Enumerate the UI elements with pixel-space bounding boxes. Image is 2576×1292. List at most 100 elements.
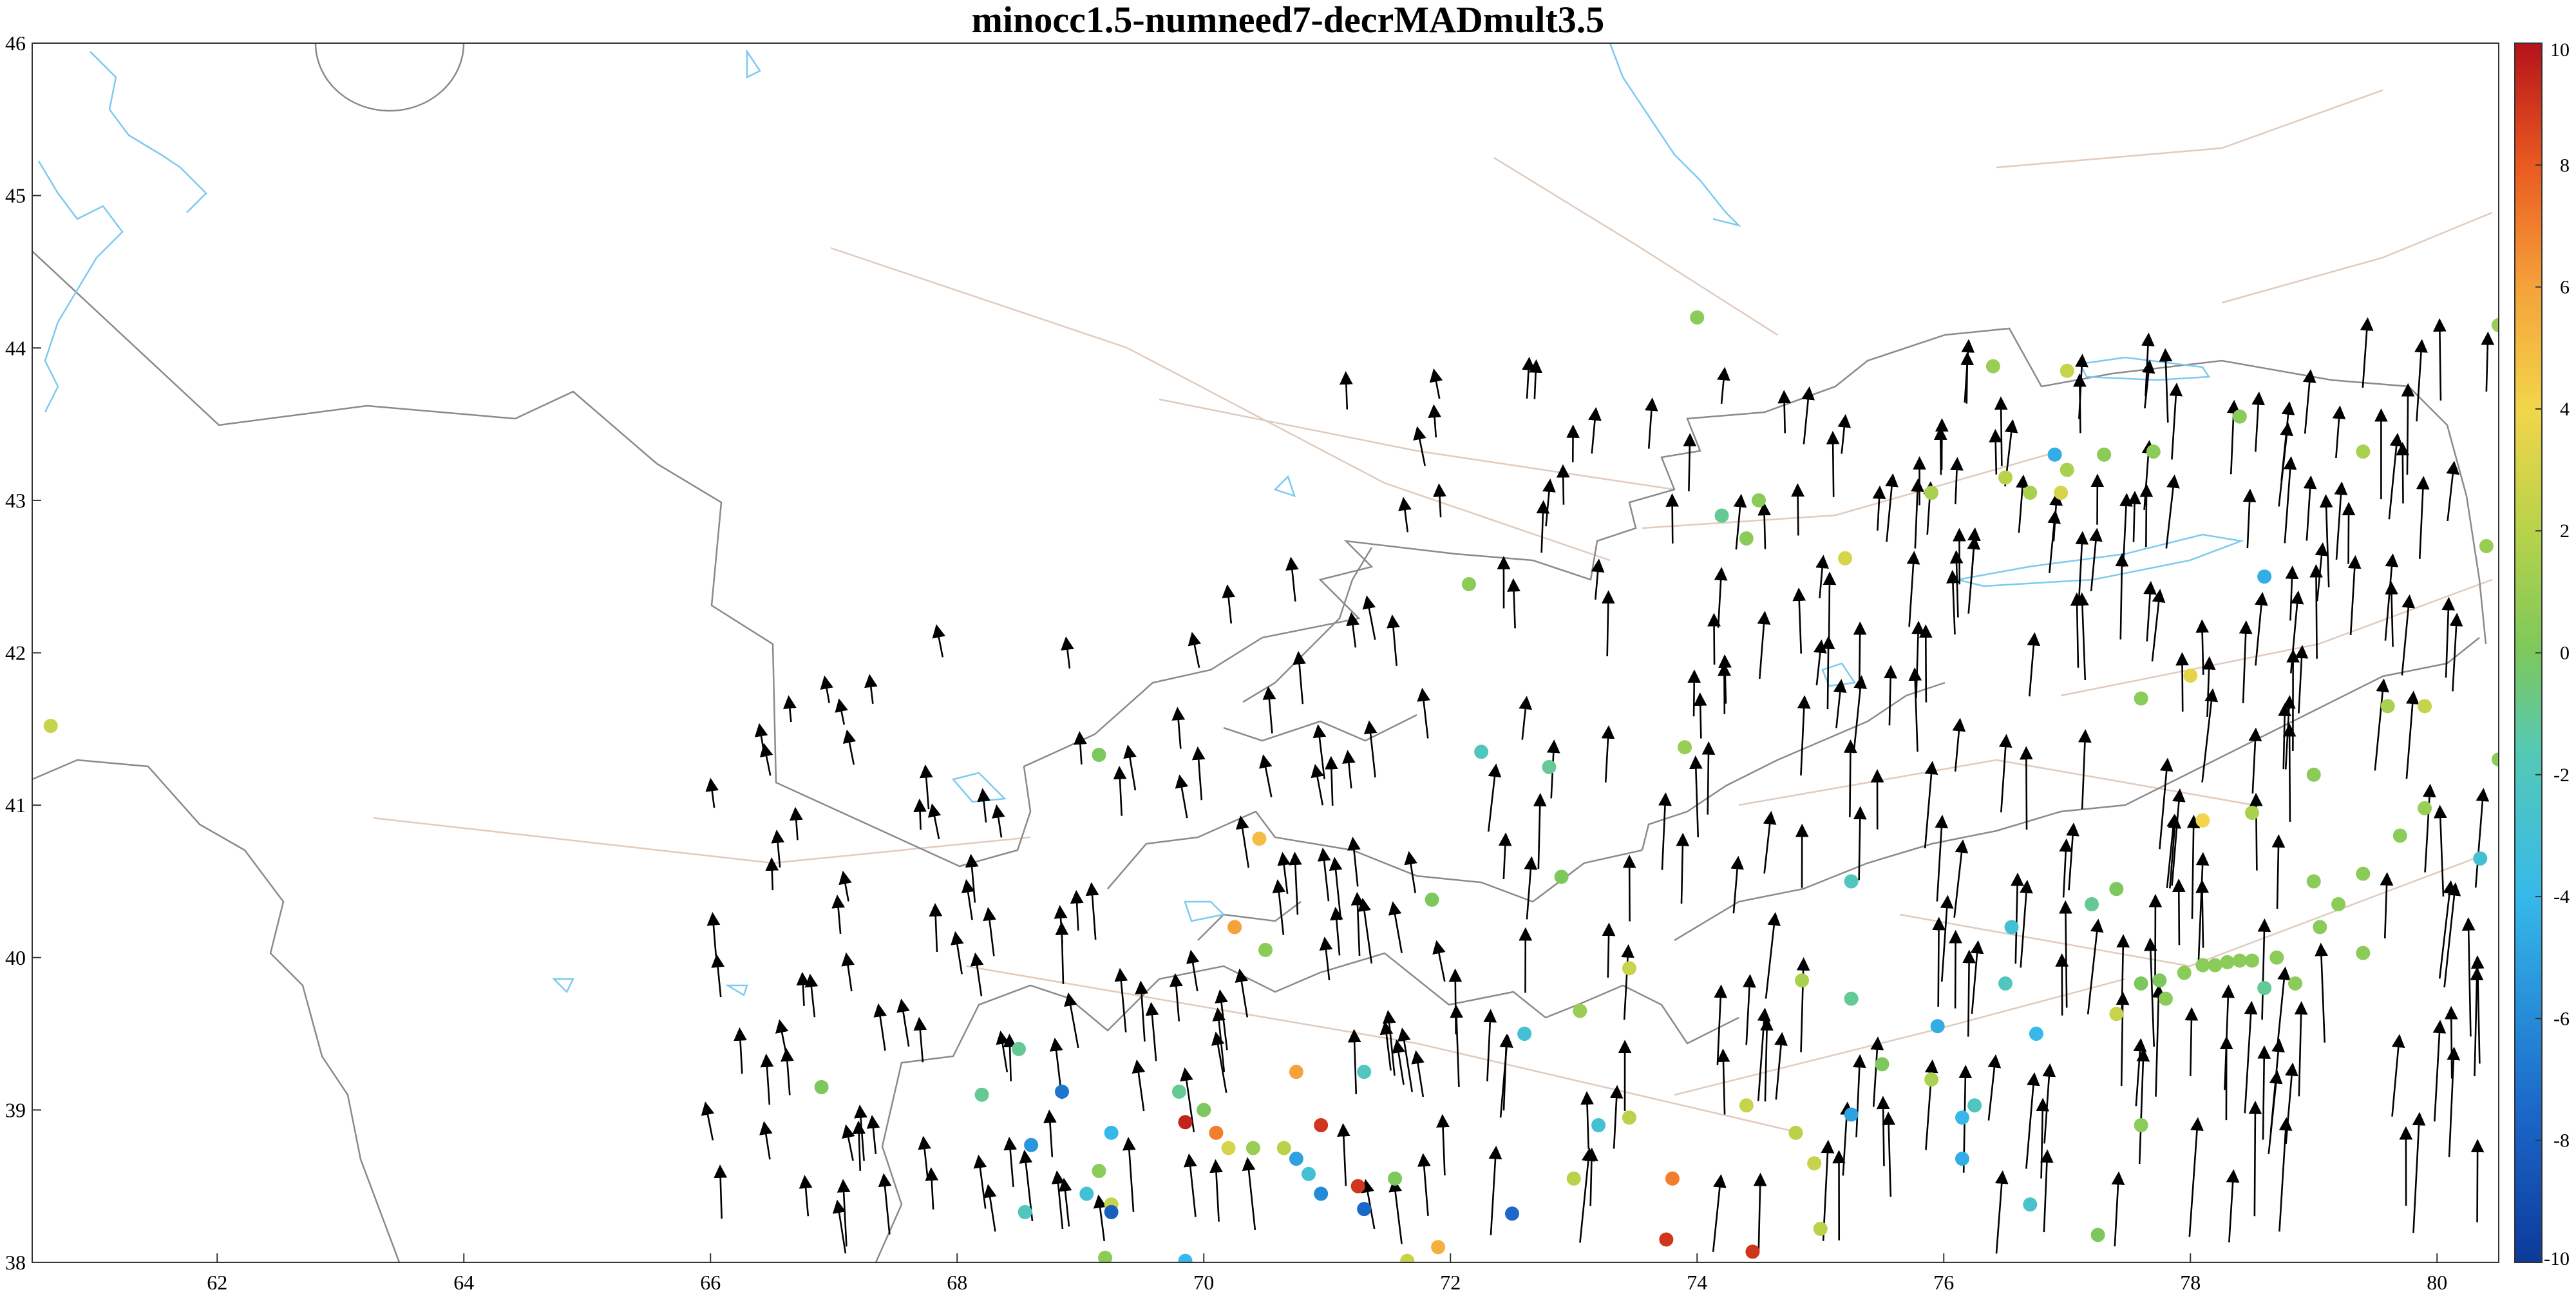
velocity-arrow <box>2025 1072 2040 1169</box>
velocity-arrow <box>2059 838 2073 898</box>
velocity-arrow <box>820 675 833 703</box>
velocity-arrow <box>2143 581 2157 641</box>
velocity-arrow <box>1763 811 1777 874</box>
velocity-arrow <box>2040 1149 2054 1233</box>
velocity-arrow <box>1379 1021 1394 1071</box>
station-marker <box>1357 1202 1372 1217</box>
station-marker <box>1517 1027 1532 1041</box>
velocity-arrow <box>2391 1034 2405 1117</box>
station-marker <box>2245 805 2259 820</box>
station-marker <box>2109 1007 2124 1021</box>
velocity-arrow <box>2171 788 2186 886</box>
x-tick-label: 68 <box>947 1271 967 1292</box>
velocity-arrow <box>854 1104 867 1161</box>
velocity-arrow <box>2332 405 2346 459</box>
station-marker <box>1350 1179 1365 1193</box>
station-marker <box>1924 1072 1939 1087</box>
station-marker <box>2195 813 2210 828</box>
velocity-arrow <box>927 803 942 840</box>
velocity-arrow <box>992 804 1005 838</box>
station-marker <box>2245 953 2259 968</box>
velocity-arrow <box>2414 339 2428 422</box>
velocity-arrow <box>1404 851 1417 893</box>
velocity-arrow <box>2226 1169 2240 1242</box>
station-marker <box>2356 945 2371 960</box>
velocity-arrow <box>1428 404 1442 438</box>
station-marker <box>1474 745 1489 759</box>
velocity-arrow <box>1003 1136 1018 1187</box>
velocity-arrow <box>1760 1017 1774 1102</box>
velocity-arrow <box>1411 1050 1425 1097</box>
velocity-arrow <box>1498 832 1512 879</box>
velocity-arrow <box>832 1199 847 1254</box>
velocity-arrow <box>2374 678 2390 771</box>
velocity-arrow <box>918 1135 932 1178</box>
velocity-arrow <box>1277 851 1291 895</box>
velocity-arrow <box>2195 619 2210 675</box>
velocity-arrow <box>1882 1111 1896 1197</box>
station-marker <box>1967 1098 1982 1113</box>
station-marker <box>2356 444 2371 459</box>
velocity-arrow <box>2141 332 2155 397</box>
velocity-arrow <box>2461 917 2476 1037</box>
colorbar-tick-label: 8 <box>2560 155 2570 176</box>
station-marker <box>1998 976 2012 991</box>
velocity-arrow <box>2019 746 2033 830</box>
velocity-arrow <box>965 853 979 903</box>
velocity-arrow <box>759 1121 773 1160</box>
velocity-arrow <box>2443 882 2461 988</box>
station-marker <box>1554 869 1569 884</box>
velocity-arrow <box>2257 918 2271 1020</box>
velocity-arrow <box>2042 1063 2056 1144</box>
velocity-arrow <box>1730 855 1744 914</box>
station-marker <box>2288 976 2303 991</box>
velocity-arrow <box>835 698 848 725</box>
velocity-arrow <box>2070 592 2084 668</box>
velocity-arrow <box>783 695 797 723</box>
velocity-arrow <box>2347 555 2362 636</box>
velocity-arrow <box>1507 578 1520 629</box>
velocity-arrow <box>1436 1114 1450 1176</box>
velocity-arrow <box>1346 612 1359 648</box>
velocity-arrow <box>1382 1010 1396 1076</box>
station-marker <box>1276 1141 1291 1155</box>
station-marker <box>1542 759 1557 774</box>
station-marker <box>1092 1164 1106 1179</box>
velocity-arrow <box>913 798 927 830</box>
station-marker <box>2004 920 2019 935</box>
velocity-arrow <box>1932 917 1946 1007</box>
station-marker <box>2023 486 2038 500</box>
velocity-arrow <box>1852 1054 1866 1137</box>
velocity-arrow <box>2075 354 2088 419</box>
station-marker <box>1289 1152 1303 1166</box>
station-marker <box>2232 409 2247 424</box>
station-marker <box>2183 668 2198 683</box>
velocity-arrow <box>1347 837 1361 887</box>
velocity-arrow <box>1487 763 1502 832</box>
station-marker <box>1289 1065 1303 1079</box>
station-marker <box>2134 1118 2148 1133</box>
velocity-arrow <box>1621 944 1634 1020</box>
velocity-arrow <box>701 1101 715 1141</box>
velocity-arrow <box>771 829 785 868</box>
x-axis: 62 64 66 68 70 72 74 76 78 80 <box>207 1253 2447 1292</box>
velocity-arrow <box>1093 1194 1107 1242</box>
station-marker <box>43 719 58 734</box>
velocity-arrow <box>1658 792 1672 870</box>
station-marker <box>1024 1137 1039 1152</box>
velocity-arrow <box>1064 992 1079 1049</box>
velocity-arrow <box>1601 725 1615 783</box>
y-tick-label: 45 <box>5 184 26 207</box>
velocity-arrow <box>1542 479 1556 527</box>
velocity-arrow <box>2175 652 2189 712</box>
station-marker <box>1209 1125 1224 1140</box>
velocity-arrow <box>2303 475 2317 541</box>
velocity-arrow <box>1994 396 2008 466</box>
velocity-arrow <box>1522 356 1535 399</box>
velocity-arrow <box>1191 746 1206 801</box>
country-borders <box>32 251 2487 1262</box>
station-marker <box>1665 1171 1680 1186</box>
velocity-arrow <box>2283 456 2297 544</box>
velocity-arrow <box>983 1184 997 1232</box>
velocity-arrow <box>1797 695 1811 776</box>
